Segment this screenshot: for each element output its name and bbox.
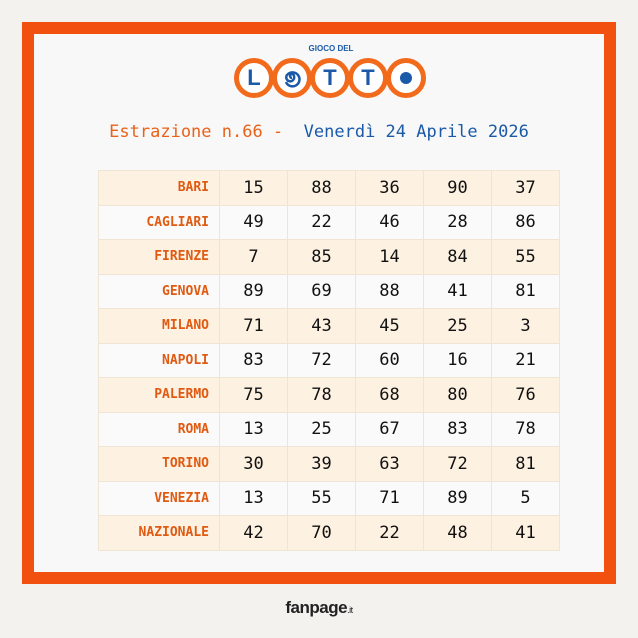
table-row: GENOVA 89 69 88 41 81 — [98, 273, 560, 309]
drawn-number: 7 — [219, 239, 288, 275]
card-frame: GIOCO DEL L T T Estrazione n.66 - Venerd… — [22, 22, 616, 584]
drawn-number: 3 — [491, 308, 560, 344]
table-row: NAZIONALE 42 70 22 48 41 — [98, 515, 560, 551]
logo-ball-dot — [386, 58, 426, 98]
drawn-number: 68 — [355, 377, 424, 413]
drawn-number: 55 — [287, 480, 356, 516]
drawn-number: 55 — [491, 239, 560, 275]
drawn-number: 41 — [423, 273, 492, 309]
drawn-number: 43 — [287, 308, 356, 344]
logo-ball-t1: T — [310, 58, 350, 98]
table-row: VENEZIA 13 55 71 89 5 — [98, 480, 560, 516]
table-row: BARI 15 88 36 90 37 — [98, 170, 560, 206]
draw-number: Estrazione n.66 - — [109, 122, 284, 142]
city-name: NAZIONALE — [98, 515, 220, 551]
logo-ball-swirl-icon — [272, 58, 312, 98]
drawn-number: 86 — [491, 204, 560, 240]
logo-top-text: GIOCO DEL — [308, 44, 354, 53]
drawn-number: 81 — [491, 273, 560, 309]
drawn-number: 30 — [219, 446, 288, 482]
drawn-number: 90 — [423, 170, 492, 206]
drawn-number: 14 — [355, 239, 424, 275]
city-name: BARI — [98, 170, 220, 206]
drawn-number: 83 — [219, 342, 288, 378]
drawn-number: 80 — [423, 377, 492, 413]
drawn-number: 49 — [219, 204, 288, 240]
drawn-number: 28 — [423, 204, 492, 240]
drawn-number: 78 — [287, 377, 356, 413]
drawn-number: 25 — [287, 411, 356, 447]
drawn-number: 70 — [287, 515, 356, 551]
drawn-number: 85 — [287, 239, 356, 275]
drawn-number: 88 — [287, 170, 356, 206]
table-row: MILANO 71 43 45 25 3 — [98, 308, 560, 344]
drawn-number: 13 — [219, 411, 288, 447]
drawn-number: 72 — [287, 342, 356, 378]
table-row: CAGLIARI 49 22 46 28 86 — [98, 204, 560, 240]
drawn-number: 36 — [355, 170, 424, 206]
city-name: NAPOLI — [98, 342, 220, 378]
drawn-number: 42 — [219, 515, 288, 551]
table-row: TORINO 30 39 63 72 81 — [98, 446, 560, 482]
logo-ball-t2: T — [348, 58, 388, 98]
drawn-number: 63 — [355, 446, 424, 482]
city-name: ROMA — [98, 411, 220, 447]
brand-tld: .it — [347, 605, 353, 615]
table-row: PALERMO 75 78 68 80 76 — [98, 377, 560, 413]
drawn-number: 5 — [491, 480, 560, 516]
table-row: ROMA 13 25 67 83 78 — [98, 411, 560, 447]
drawn-number: 78 — [491, 411, 560, 447]
draw-date: Venerdì 24 Aprile 2026 — [303, 122, 529, 142]
drawn-number: 81 — [491, 446, 560, 482]
lotto-logo: GIOCO DEL L T T — [234, 44, 428, 116]
drawn-number: 39 — [287, 446, 356, 482]
drawn-number: 16 — [423, 342, 492, 378]
city-name: CAGLIARI — [98, 204, 220, 240]
table-row: NAPOLI 83 72 60 16 21 — [98, 342, 560, 378]
drawn-number: 60 — [355, 342, 424, 378]
drawn-number: 21 — [491, 342, 560, 378]
drawn-number: 48 — [423, 515, 492, 551]
draw-title: Estrazione n.66 - Venerdì 24 Aprile 2026 — [34, 122, 604, 142]
drawn-number: 83 — [423, 411, 492, 447]
logo-ball-l: L — [234, 58, 274, 98]
drawn-number: 76 — [491, 377, 560, 413]
drawn-number: 45 — [355, 308, 424, 344]
drawn-number: 46 — [355, 204, 424, 240]
drawn-number: 75 — [219, 377, 288, 413]
city-name: PALERMO — [98, 377, 220, 413]
drawn-number: 71 — [219, 308, 288, 344]
drawn-number: 15 — [219, 170, 288, 206]
drawn-number: 37 — [491, 170, 560, 206]
drawn-number: 89 — [423, 480, 492, 516]
drawn-number: 88 — [355, 273, 424, 309]
drawn-number: 41 — [491, 515, 560, 551]
drawn-number: 69 — [287, 273, 356, 309]
table-row: FIRENZE 7 85 14 84 55 — [98, 239, 560, 275]
drawn-number: 71 — [355, 480, 424, 516]
drawn-number: 84 — [423, 239, 492, 275]
drawn-number: 13 — [219, 480, 288, 516]
drawn-number: 72 — [423, 446, 492, 482]
drawn-number: 25 — [423, 308, 492, 344]
brand-name: fanpage — [285, 598, 348, 617]
results-table: BARI 15 88 36 90 37 CAGLIARI 49 22 46 28 86 FIRENZE 7… — [98, 170, 560, 551]
city-name: MILANO — [98, 308, 220, 344]
fanpage-logo: fanpage.it — [0, 598, 638, 618]
drawn-number: 22 — [355, 515, 424, 551]
city-name: VENEZIA — [98, 480, 220, 516]
drawn-number: 67 — [355, 411, 424, 447]
drawn-number: 89 — [219, 273, 288, 309]
drawn-number: 22 — [287, 204, 356, 240]
city-name: GENOVA — [98, 273, 220, 309]
city-name: FIRENZE — [98, 239, 220, 275]
city-name: TORINO — [98, 446, 220, 482]
